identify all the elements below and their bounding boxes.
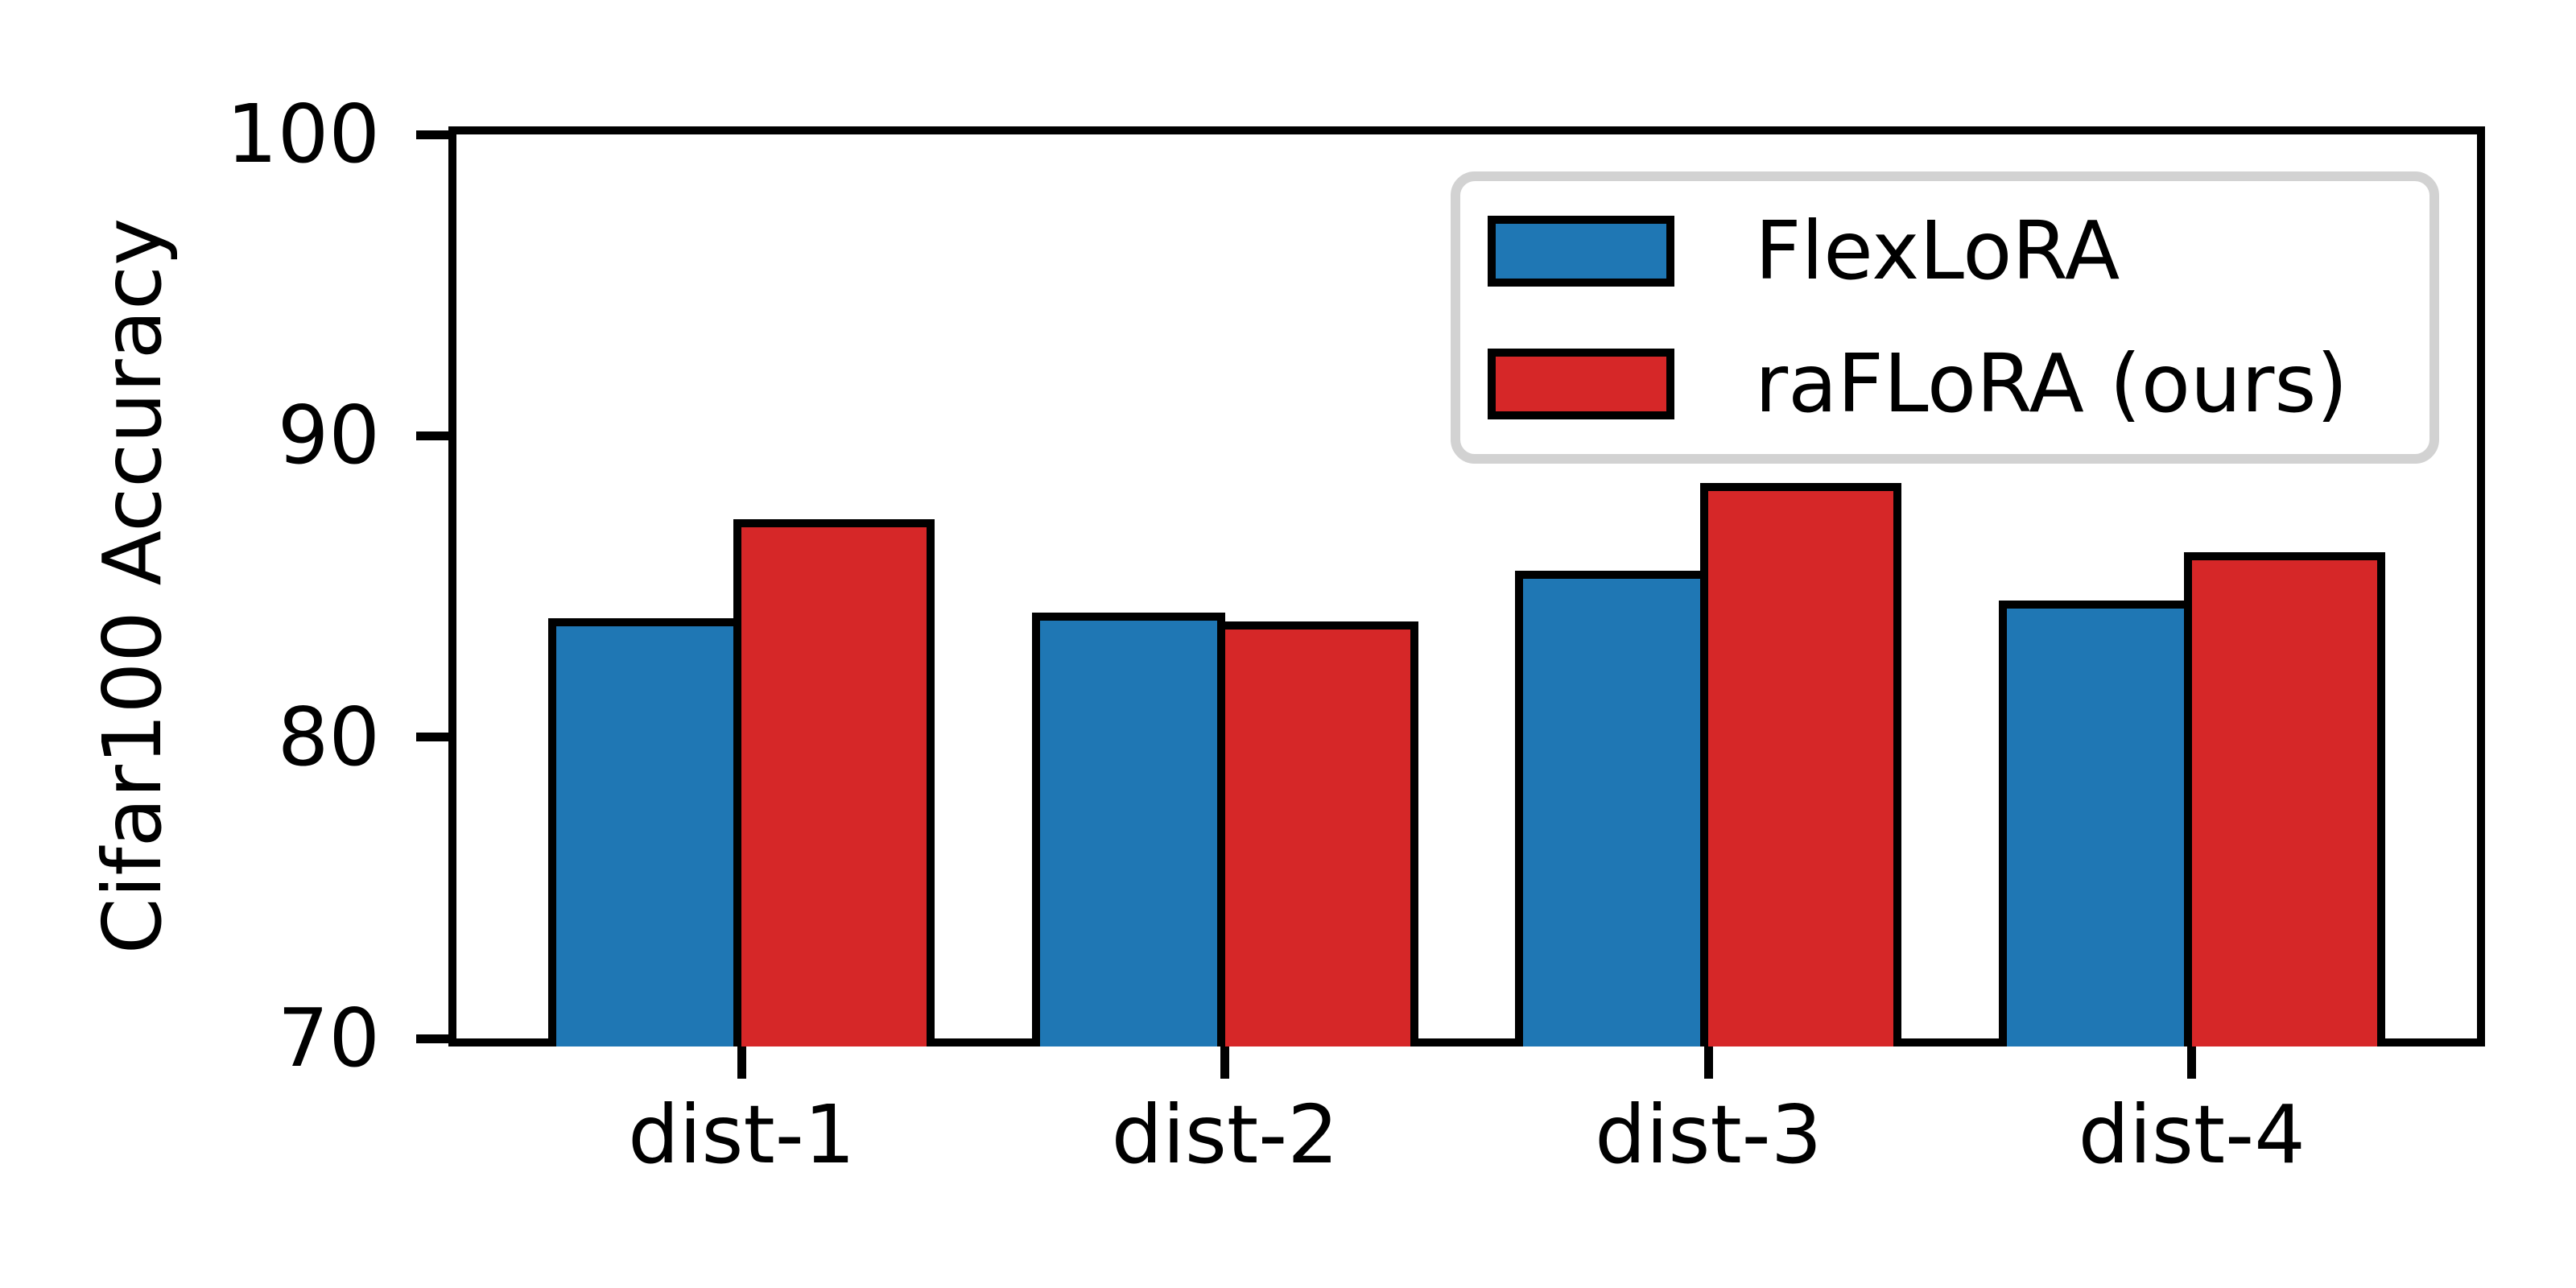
x-tick-dist-1 xyxy=(737,1046,746,1079)
flexlora-legend-label: FlexLoRA xyxy=(1755,204,2120,298)
bar-flexlora-dist-3 xyxy=(1515,571,1709,1046)
bars-layer xyxy=(448,126,2485,1046)
bar-flexlora-dist-4 xyxy=(1998,601,2192,1046)
y-tick-80 xyxy=(416,733,448,742)
x-tick-label-dist-3: dist-3 xyxy=(1595,1088,1823,1182)
y-tick-90 xyxy=(416,431,448,440)
legend-row-flexlora: FlexLoRA xyxy=(1488,207,2429,295)
x-tick-label-dist-2: dist-2 xyxy=(1111,1088,1339,1182)
x-tick-dist-2 xyxy=(1220,1046,1230,1079)
bar-raflora-ours--dist-3 xyxy=(1700,483,1902,1046)
bar-raflora-ours--dist-1 xyxy=(733,519,935,1046)
raflora-legend-label: raFLoRA (ours) xyxy=(1755,336,2348,431)
y-axis-label: Cifar100 Accuracy xyxy=(85,217,180,955)
bar-raflora-ours--dist-4 xyxy=(2183,552,2385,1046)
legend-box: FlexLoRA raFLoRA (ours) xyxy=(1451,171,2439,464)
x-tick-label-dist-4: dist-4 xyxy=(2078,1088,2306,1182)
bar-flexlora-dist-2 xyxy=(1031,613,1225,1046)
y-tick-label-100: 100 xyxy=(226,87,380,181)
flexlora-legend-swatch xyxy=(1488,216,1674,287)
x-tick-dist-4 xyxy=(2187,1046,2197,1079)
legend-row-raflora: raFLoRA (ours) xyxy=(1488,340,2429,428)
y-tick-label-80: 80 xyxy=(277,689,380,784)
raflora-legend-swatch xyxy=(1488,349,1674,419)
y-tick-100 xyxy=(416,130,448,139)
y-tick-label-70: 70 xyxy=(277,991,380,1085)
bar-flexlora-dist-1 xyxy=(548,618,742,1046)
y-tick-label-90: 90 xyxy=(277,388,380,483)
x-tick-label-dist-1: dist-1 xyxy=(628,1088,856,1182)
x-tick-dist-3 xyxy=(1703,1046,1713,1079)
y-tick-70 xyxy=(416,1034,448,1043)
bar-raflora-ours--dist-2 xyxy=(1216,621,1418,1046)
